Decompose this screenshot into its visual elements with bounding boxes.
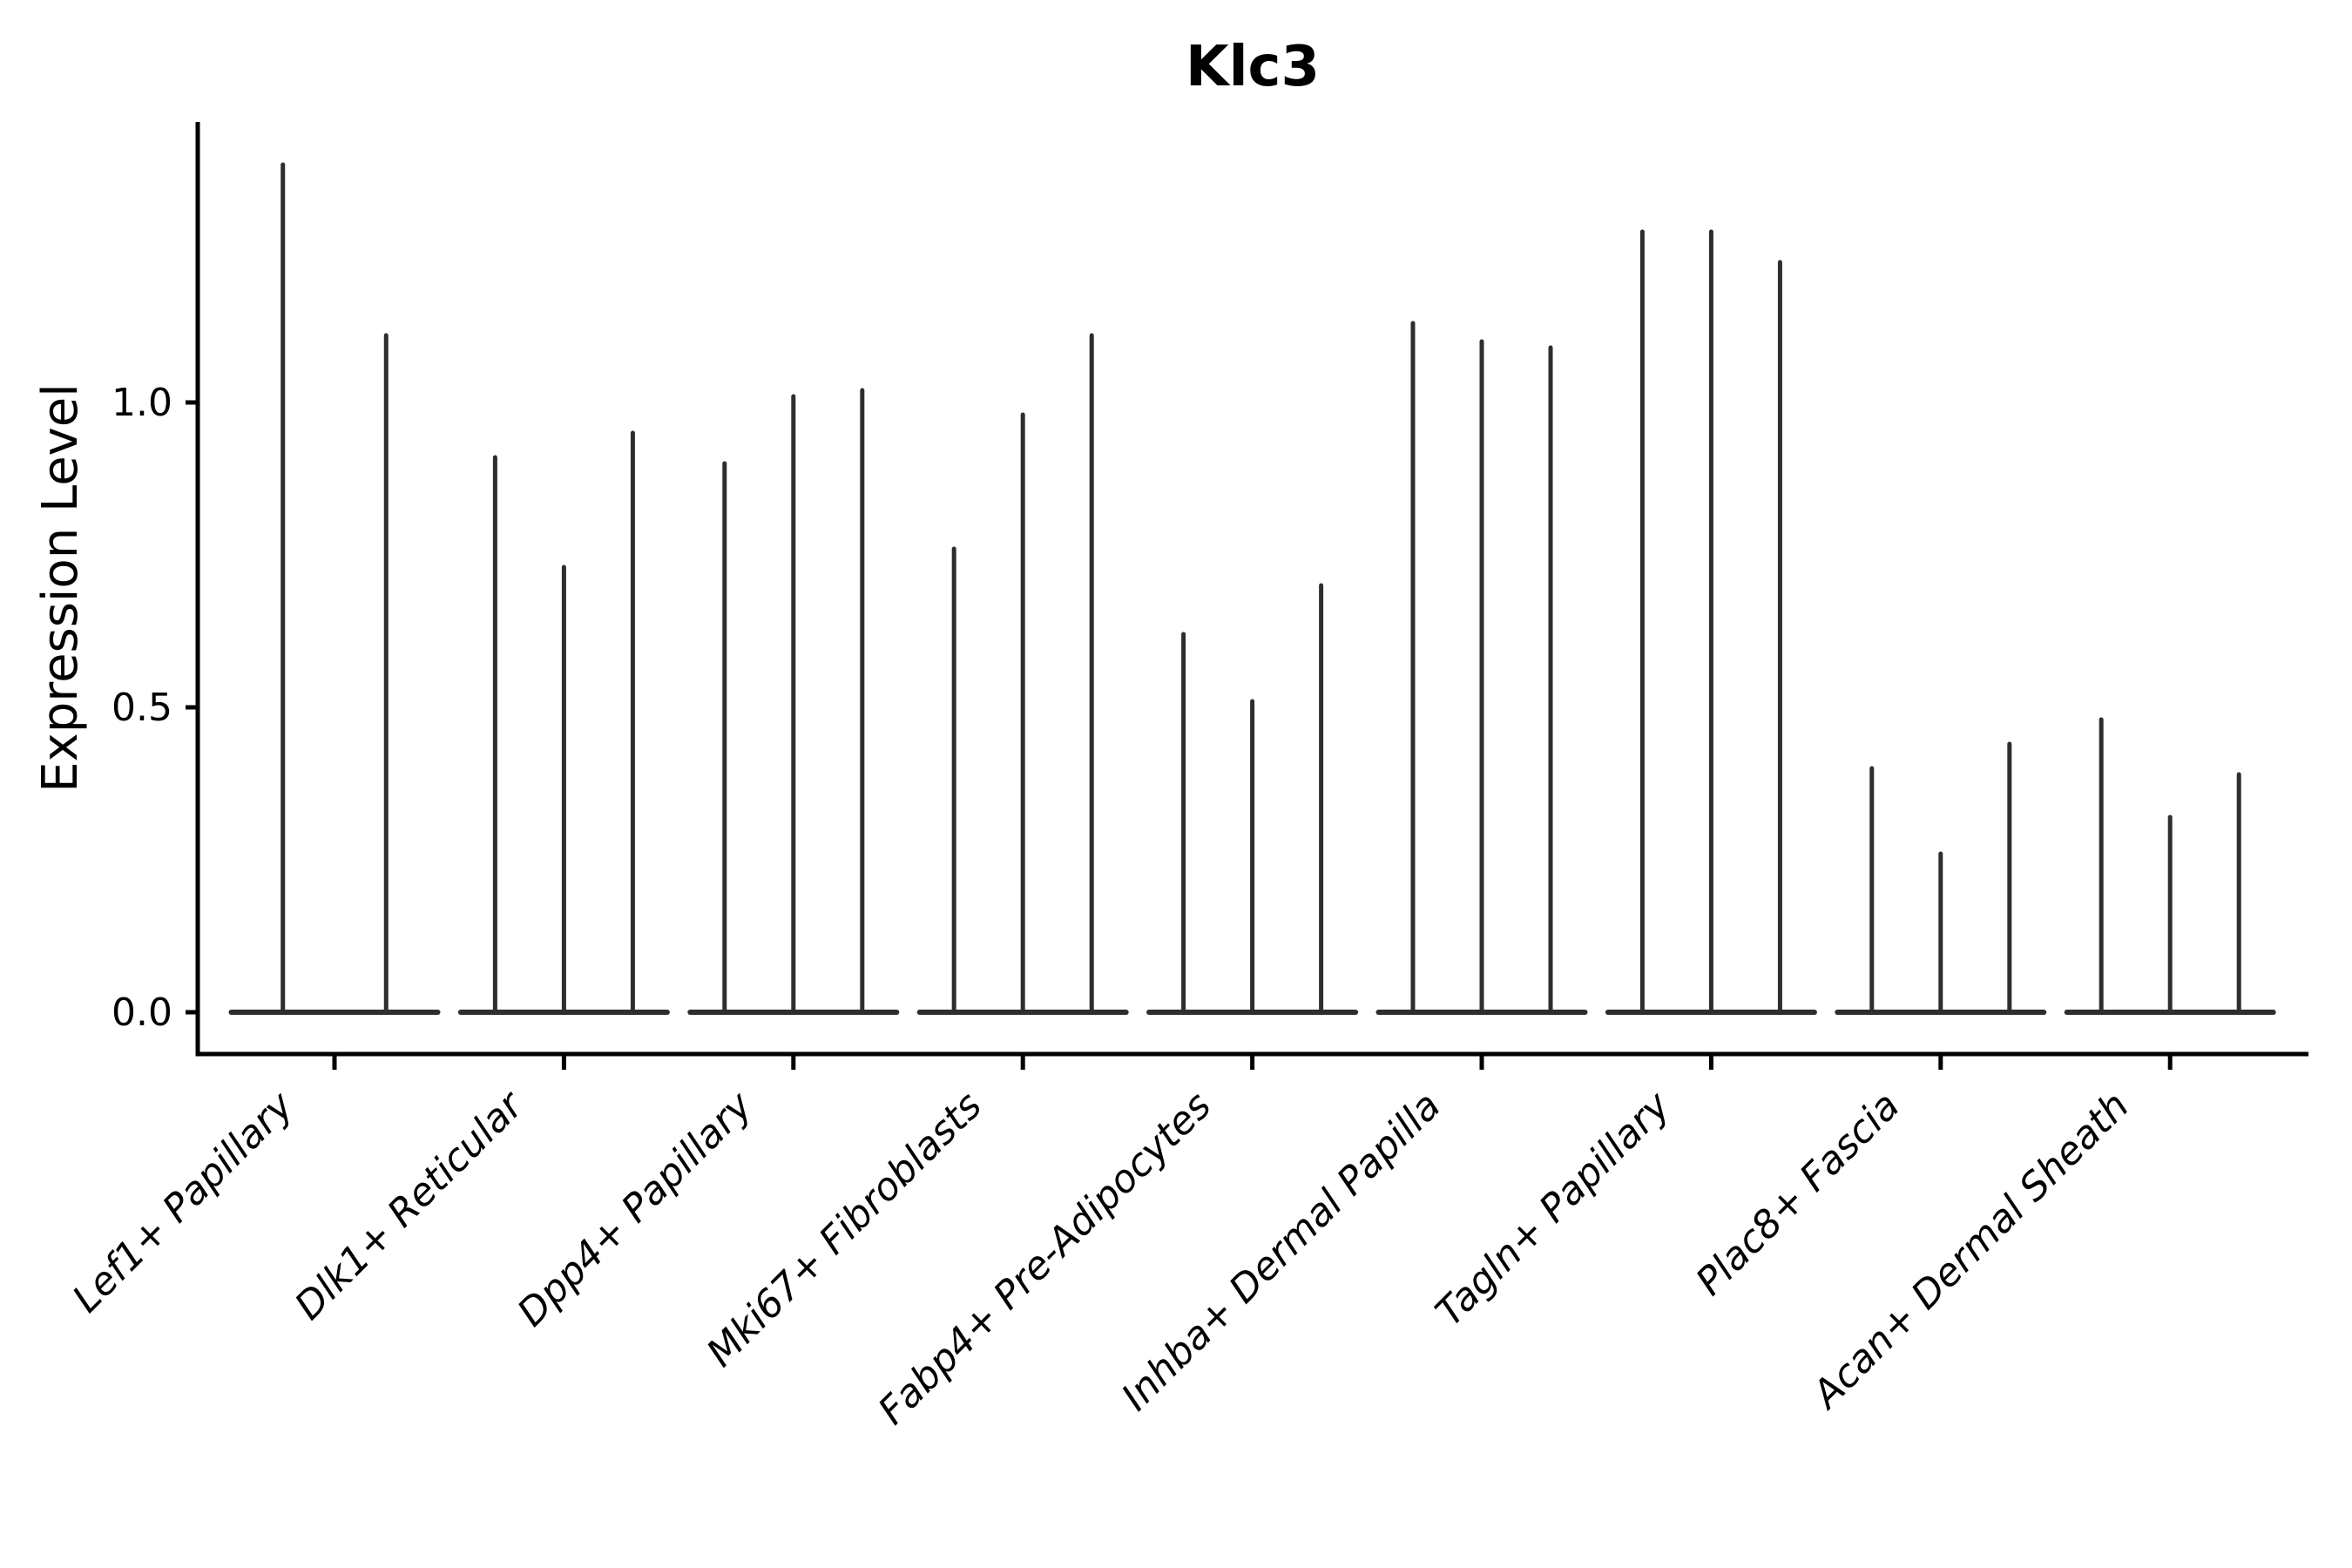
y-tick-label: 1.0 <box>112 381 172 425</box>
violin-group <box>2064 717 2276 1015</box>
violin-group <box>1605 229 1817 1015</box>
violin-group <box>1146 583 1359 1015</box>
y-axis-label: Expression Level <box>32 383 89 793</box>
y-tick-label: 0.0 <box>112 990 172 1035</box>
violin-group <box>916 333 1129 1015</box>
x-tick-label: Lef1+ Papillary <box>64 1083 303 1321</box>
chart-title: Klc3 <box>1186 35 1320 99</box>
x-tick-label: Plac8+ Fascia <box>1687 1084 1908 1304</box>
violin-group <box>687 388 900 1015</box>
x-tick-label: Dlk1+ Reticular <box>287 1082 533 1328</box>
violin-group <box>457 430 670 1015</box>
violin-group <box>1375 321 1588 1015</box>
x-tick-label: Dpp4+ Papillary <box>510 1083 762 1335</box>
y-ticks-layer: 0.0 0.5 1.0 <box>112 381 198 1035</box>
y-tick-label: 0.5 <box>112 686 172 730</box>
violin-group <box>228 162 441 1015</box>
x-tick-label: Tagln+ Papillary <box>1427 1083 1679 1335</box>
violins-layer <box>228 162 2276 1015</box>
violin-group <box>1835 741 2047 1015</box>
